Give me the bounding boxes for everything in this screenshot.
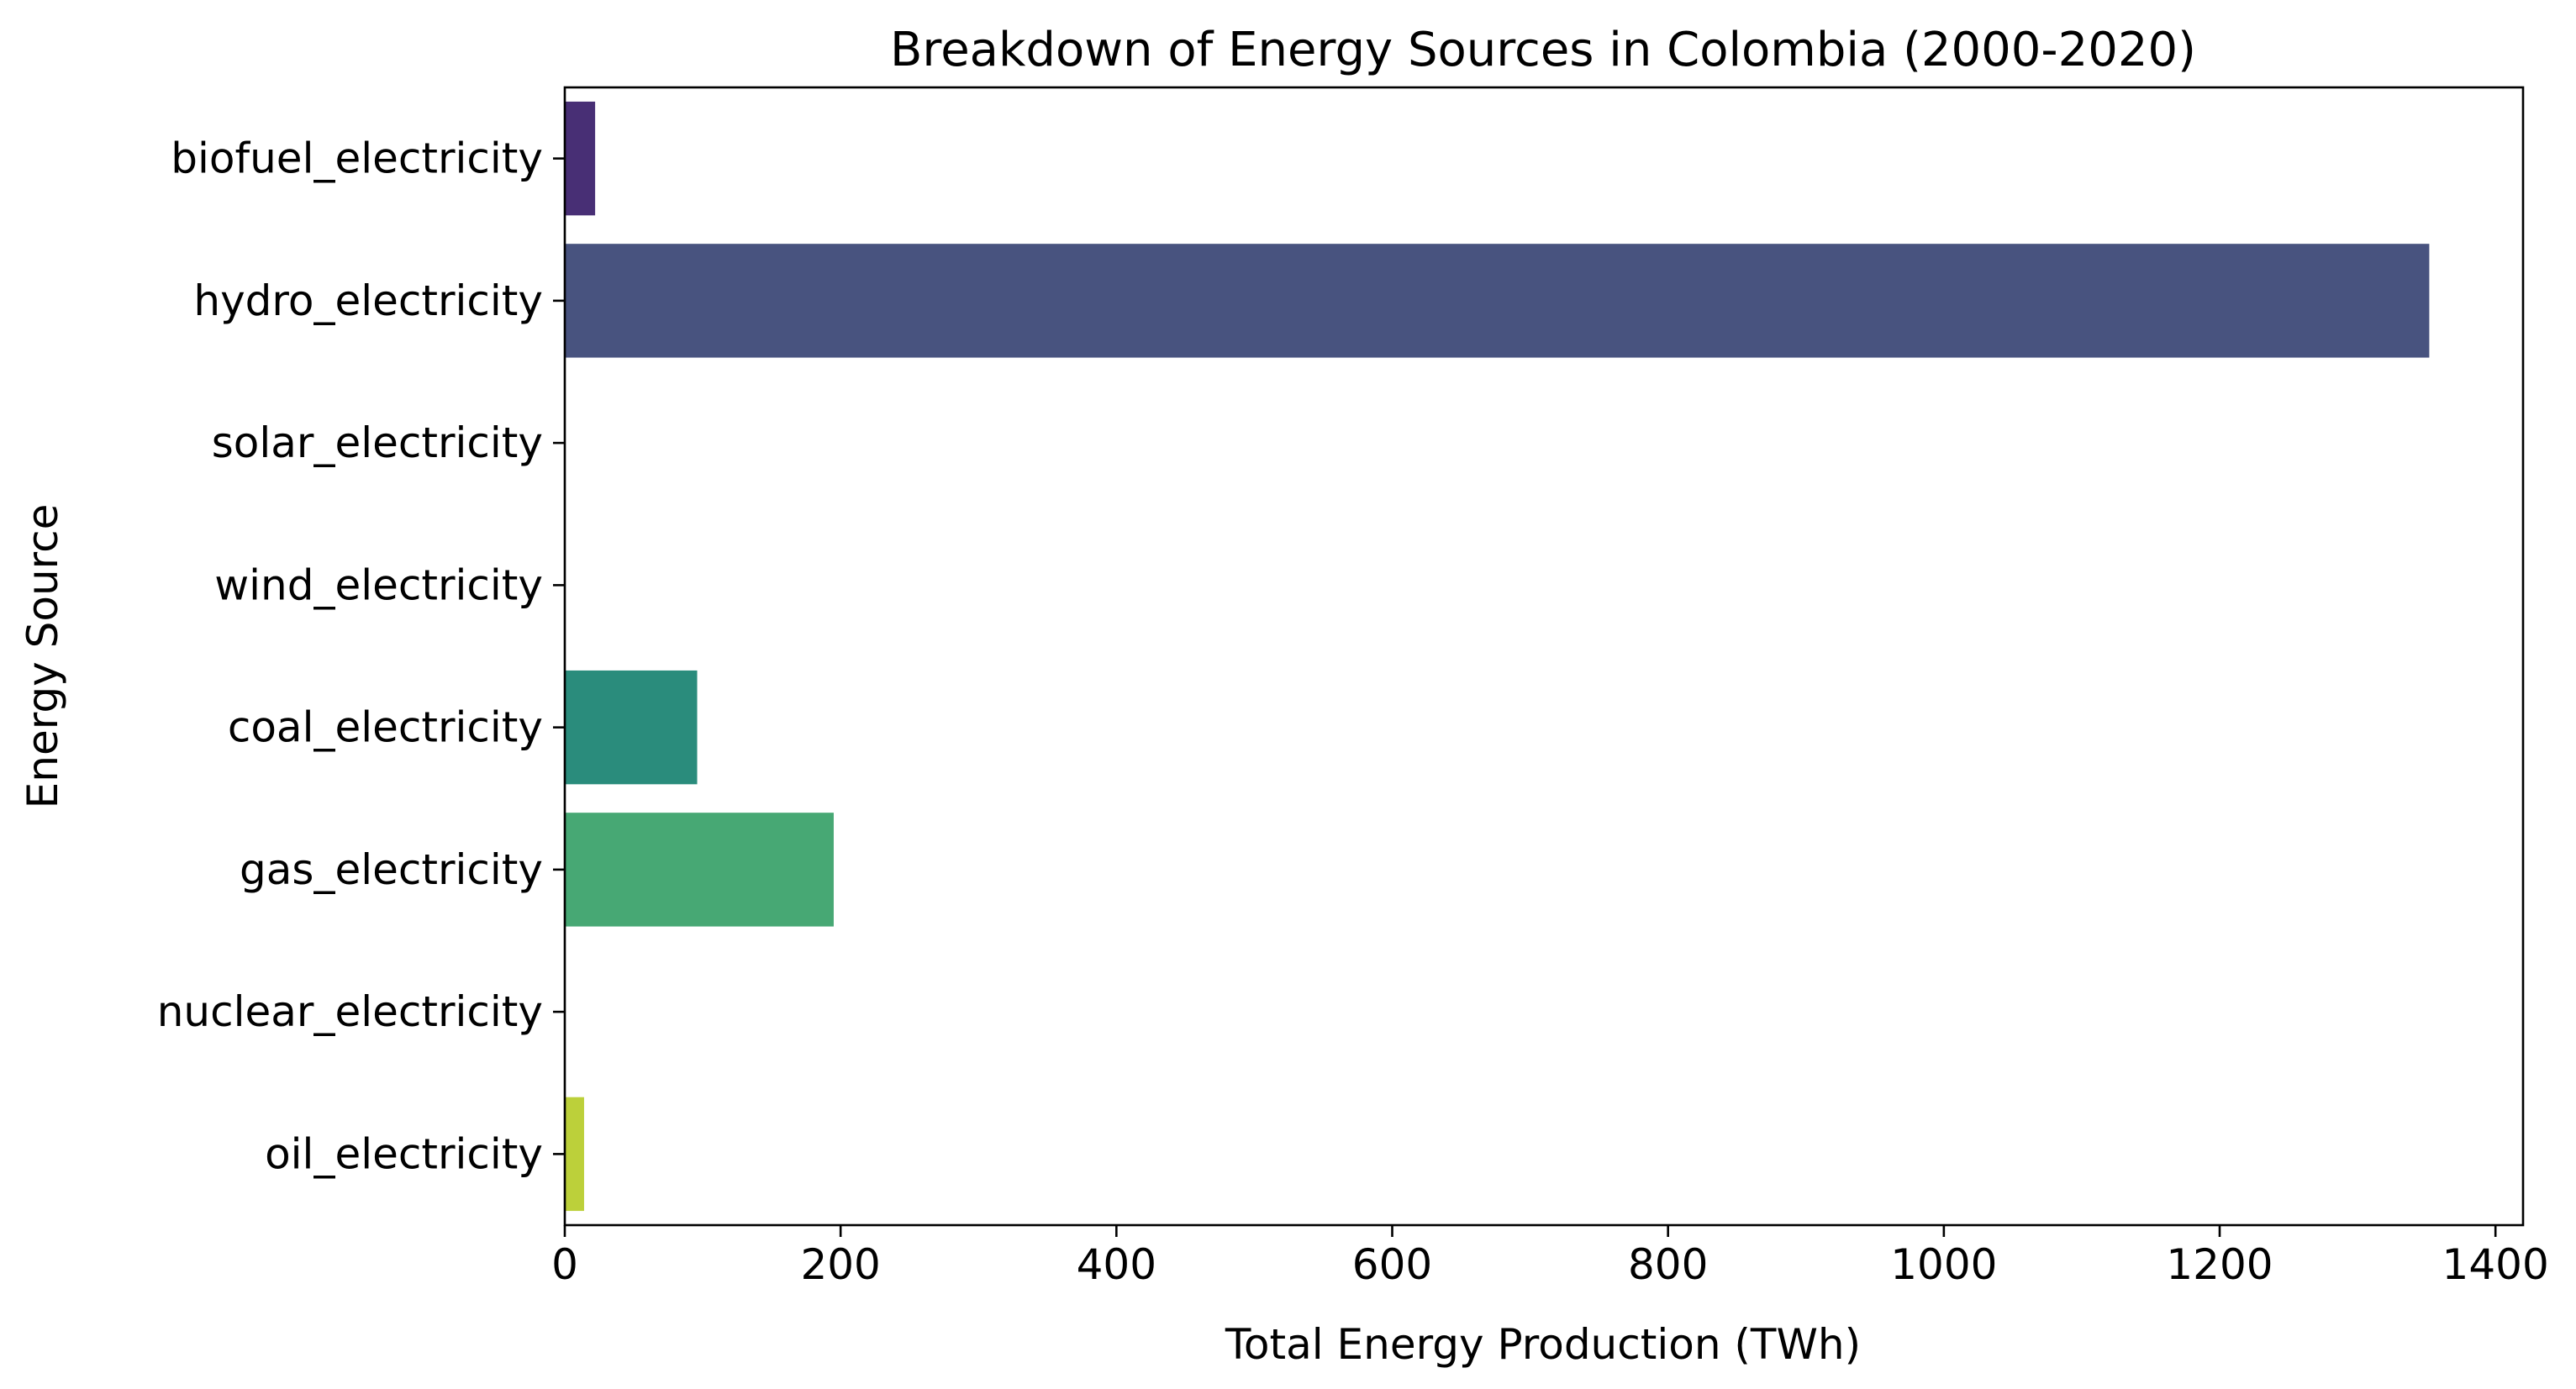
y-tick-label: biofuel_electricity bbox=[171, 134, 543, 183]
x-tick-label: 800 bbox=[1628, 1240, 1708, 1289]
bar-oil-electricity bbox=[565, 1097, 584, 1212]
bar-coal-electricity bbox=[565, 670, 698, 785]
bar-biofuel-electricity bbox=[565, 101, 596, 216]
x-tick-label: 1200 bbox=[2166, 1240, 2273, 1289]
y-tick-label: gas_electricity bbox=[240, 845, 543, 894]
bar-hydro-electricity bbox=[565, 244, 2430, 358]
y-axis-ticks: biofuel_electricity hydro_electricitysola… bbox=[157, 134, 565, 1178]
y-tick-label: oil_electricity bbox=[265, 1129, 543, 1178]
x-axis-ticks: 0 200 400 600 800 1000 1200 1400 bbox=[551, 1225, 2549, 1289]
x-tick-label: 1400 bbox=[2442, 1240, 2549, 1289]
y-tick-label: wind_electricity bbox=[214, 560, 543, 609]
x-tick-label: 0 bbox=[551, 1240, 578, 1289]
bar-gas-electricity bbox=[565, 813, 834, 927]
x-tick-label: 1000 bbox=[1890, 1240, 1997, 1289]
y-tick-label: hydro_electricity bbox=[193, 276, 543, 325]
plot-frame bbox=[563, 86, 2525, 1227]
y-tick-label: nuclear_electricity bbox=[157, 987, 543, 1036]
bars-group bbox=[565, 101, 2430, 1212]
y-tick-label: coal_electricity bbox=[228, 703, 543, 752]
x-tick-label: 600 bbox=[1352, 1240, 1432, 1289]
x-axis-label: Total Energy Production (TWh) bbox=[1225, 1320, 1861, 1369]
x-tick-label: 400 bbox=[1077, 1240, 1156, 1289]
y-tick-label: solar_electricity bbox=[212, 418, 543, 467]
y-axis-label: Energy Source bbox=[18, 504, 67, 809]
x-tick-label: 200 bbox=[800, 1240, 880, 1289]
chart-title: Breakdown of Energy Sources in Colombia … bbox=[890, 23, 2196, 77]
